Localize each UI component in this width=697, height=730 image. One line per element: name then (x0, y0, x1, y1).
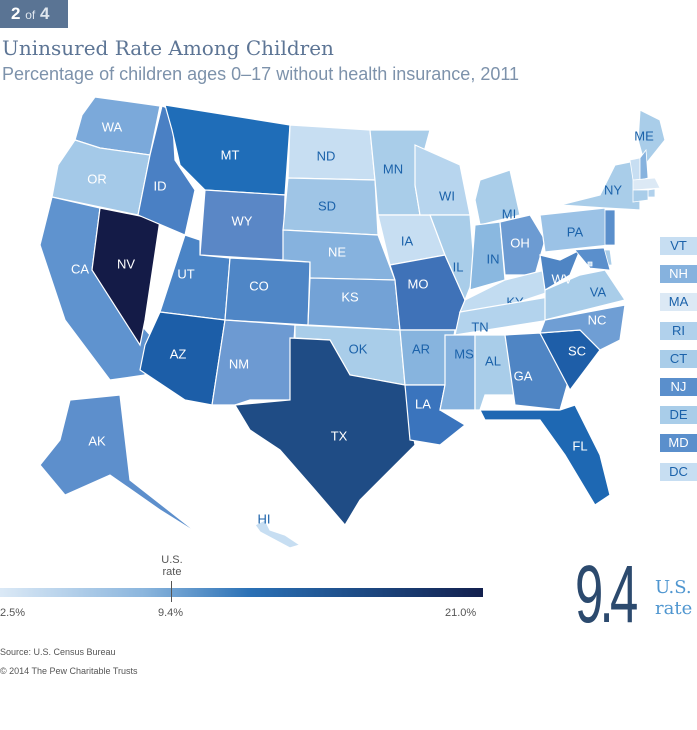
state-label: NC (588, 312, 607, 327)
state-label: NY (604, 182, 622, 197)
legend-us-tick (171, 581, 172, 602)
state-id (137, 105, 196, 236)
state-label: MT (221, 147, 240, 162)
small-state-ri: RI (660, 321, 697, 340)
state-ny (559, 159, 641, 211)
state-nj (604, 209, 616, 246)
source: Source: U.S. Census Bureau (0, 647, 116, 657)
slide-total: 4 (39, 4, 50, 23)
state-label: OK (349, 341, 368, 356)
state-nm (211, 319, 296, 406)
state-label: AR (412, 341, 430, 356)
state-tx (233, 337, 416, 527)
state-label: CO (249, 278, 269, 293)
state-mi (474, 169, 521, 226)
state-label: KS (341, 289, 359, 304)
legend-color-bar (0, 588, 483, 597)
state-label: MI (502, 206, 516, 221)
state-label: HI (258, 511, 271, 526)
legend-max: 21.0% (445, 607, 477, 619)
slide-current: 2 (11, 4, 21, 23)
state-label: NM (229, 356, 249, 371)
state-wv (539, 248, 582, 291)
state-label: MS (454, 346, 474, 361)
headline-value: 9.4 (575, 549, 638, 640)
state-label: CA (71, 261, 89, 276)
state-ak (39, 394, 201, 536)
state-label: ME (634, 128, 654, 143)
state-label: ID (154, 178, 167, 193)
state-dc (587, 261, 593, 267)
state-label: IA (401, 233, 414, 248)
page-title: Uninsured Rate Among Children (2, 36, 334, 60)
state-label: WA (102, 119, 123, 134)
state-label: WI (439, 188, 455, 203)
small-state-md: MD (660, 434, 697, 453)
state-ms (439, 334, 476, 411)
state-label: NE (328, 244, 346, 259)
legend-us-value: 9.4% (158, 607, 184, 619)
state-label: UT (177, 266, 194, 281)
state-label: SD (318, 198, 336, 213)
small-state-dc: DC (660, 462, 697, 481)
state-label: SC (568, 343, 586, 358)
state-label: WV (552, 271, 573, 286)
page-subtitle: Percentage of children ages 0–17 without… (2, 64, 520, 84)
copyright: © 2014 The Pew Charitable Trusts (0, 666, 138, 676)
state-label: OH (510, 235, 530, 250)
state-label: OR (87, 171, 107, 186)
state-ri (647, 188, 656, 198)
small-state-nj: NJ (660, 378, 697, 396)
state-fl (479, 404, 611, 506)
small-state-ct: CT (660, 349, 697, 368)
slide-counter: 2 of 4 (0, 0, 68, 28)
state-label: IN (487, 251, 500, 266)
state-label: GA (514, 368, 533, 383)
state-label: VA (590, 284, 607, 299)
state-nh (639, 148, 649, 181)
state-label: PA (567, 224, 584, 239)
state-label: ND (317, 148, 336, 163)
state-ma (632, 177, 661, 191)
headline-label: U.S. rate (655, 577, 693, 619)
state-hi (254, 519, 302, 549)
small-state-ma: MA (660, 293, 697, 312)
state-label: WY (232, 213, 253, 228)
state-label: IL (453, 259, 464, 274)
legend-us-label: U.S. rate (161, 554, 183, 578)
state-wi (414, 144, 471, 216)
slide-of: of (25, 8, 36, 22)
state-va (544, 269, 626, 321)
state-label: AK (88, 433, 106, 448)
state-label: LA (415, 396, 431, 411)
state-label: MN (383, 161, 403, 176)
small-state-de: DE (660, 406, 697, 425)
state-label: TX (331, 428, 348, 443)
small-state-nh: NH (660, 265, 697, 284)
state-label: MO (408, 276, 429, 291)
state-ct (632, 189, 649, 203)
state-md (574, 247, 611, 271)
legend-min: 2.5% (0, 607, 26, 619)
state-label: FL (572, 438, 587, 453)
state-nc (539, 304, 626, 351)
state-label: TN (471, 319, 488, 334)
state-label: AL (485, 353, 501, 368)
small-state-vt: VT (660, 237, 697, 255)
state-label: NV (117, 256, 135, 271)
state-label: AZ (170, 346, 187, 361)
us-map: WA OR CA NV ID MT WY UT CO AZ NM ND SD NE KS OK TX MN IA MO… (39, 96, 666, 549)
